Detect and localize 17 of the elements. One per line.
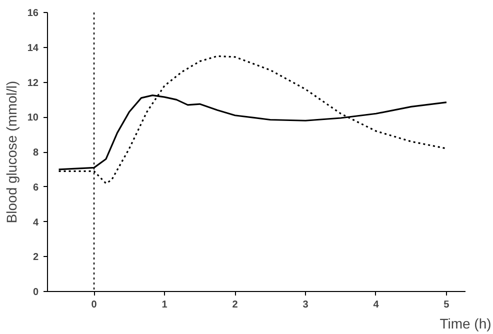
x-axis-title: Time (h) — [440, 316, 492, 332]
y-tick-label: 0 — [32, 287, 39, 298]
x-tick-label: 4 — [373, 300, 380, 310]
x-tick-label: 1 — [162, 300, 168, 310]
y-tick-label: 16 — [27, 8, 39, 19]
y-tick-label: 10 — [27, 112, 39, 124]
x-tick-label: 5 — [444, 300, 450, 310]
y-tick-label: 4 — [32, 217, 39, 228]
y-tick-label: 6 — [32, 182, 39, 194]
x-tick-label: 0 — [91, 300, 98, 310]
y-tick-label: 14 — [27, 42, 39, 54]
x-tick-label: 3 — [302, 300, 309, 310]
y-tick-label: 12 — [27, 78, 39, 89]
y-axis-title: Blood glucose (mmol/l) — [3, 80, 20, 224]
y-tick-label: 2 — [32, 252, 39, 264]
y-tick-label: 8 — [32, 148, 39, 158]
x-tick-label: 2 — [232, 300, 238, 310]
